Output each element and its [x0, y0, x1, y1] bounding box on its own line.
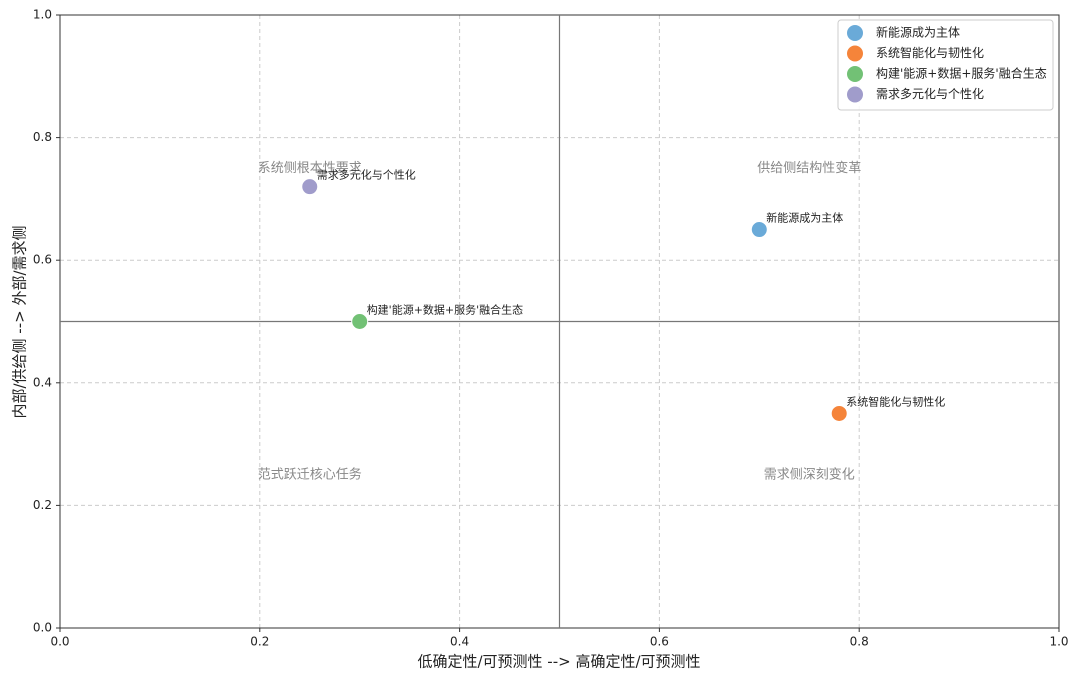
x-tick-label: 0.4 [450, 635, 469, 649]
point-label: 构建'能源+数据+服务'融合生态 [367, 303, 523, 317]
x-axis-label: 低确定性/可预测性 --> 高确定性/可预测性 [417, 653, 700, 671]
legend-marker [847, 25, 863, 41]
x-tick-label: 0.8 [850, 635, 869, 649]
legend-marker [847, 45, 863, 62]
legend-box [837, 19, 1054, 111]
legend-marker [847, 66, 863, 82]
y-tick-label: 0.0 [33, 621, 52, 635]
scatter-point [351, 313, 369, 330]
y-tick-label: 0.8 [33, 130, 52, 144]
x-tick-label: 1.0 [1049, 635, 1068, 649]
scatter-point [301, 178, 319, 196]
point-label: 系统智能化与韧性化 [846, 394, 945, 408]
legend-label: 构建'能源+数据+服务'融合生态 [876, 66, 1047, 81]
legend-label: 新能源成为主体 [876, 25, 960, 40]
legend-label: 需求多元化与个性化 [876, 87, 984, 101]
legend-marker [847, 86, 863, 103]
x-tick-label: 0.0 [50, 635, 69, 649]
x-tick-label: 0.2 [250, 635, 269, 649]
y-tick-label: 0.2 [33, 498, 52, 512]
scatter-point [750, 221, 768, 239]
y-tick-label: 1.0 [33, 8, 52, 22]
legend-label: 系统智能化与韧性化 [876, 45, 984, 60]
y-tick-label: 0.4 [33, 375, 52, 389]
quadrant-label: 系统侧根本性要求 [258, 161, 362, 176]
quadrant-label: 范式跃迁核心任务 [258, 466, 362, 482]
x-tick-label: 0.6 [650, 635, 669, 649]
scatter-point [830, 404, 848, 422]
y-tick-label: 0.6 [33, 253, 52, 267]
quadrant-label: 供给侧结构性变革 [757, 160, 861, 176]
y-axis-label: 内部/供给侧 --> 外部/需求侧 [11, 225, 29, 418]
point-label: 新能源成为主体 [766, 211, 843, 225]
quadrant-label: 需求侧深刻变化 [764, 466, 855, 482]
point-label: 需求多元化与个性化 [317, 168, 416, 182]
